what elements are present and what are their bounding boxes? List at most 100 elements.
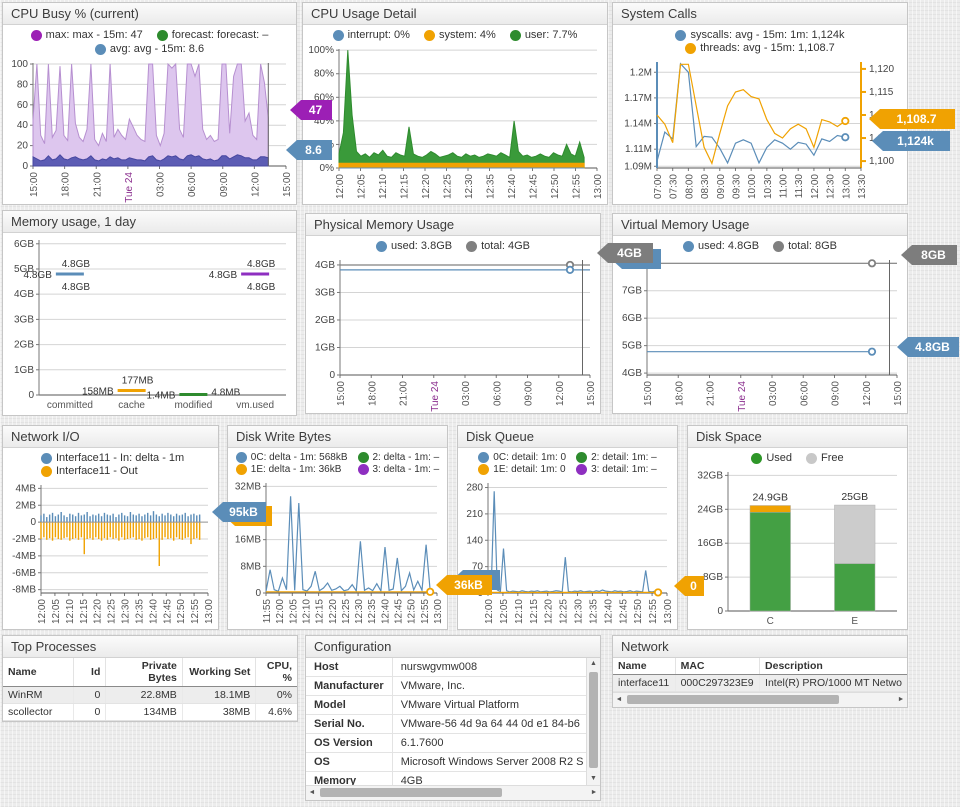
legend-dot-icon <box>576 464 588 475</box>
scroll-left-arrow-icon[interactable]: ◄ <box>308 789 316 796</box>
svg-text:4.8GB: 4.8GB <box>62 282 91 293</box>
horizontal-scroll-thumb[interactable] <box>320 788 503 797</box>
svg-text:12:35: 12:35 <box>134 599 145 624</box>
svg-text:06:00: 06:00 <box>492 381 503 406</box>
svg-text:24GB: 24GB <box>697 504 723 515</box>
svg-text:2GB: 2GB <box>14 340 34 351</box>
svg-text:12:55: 12:55 <box>190 599 201 624</box>
legend: 0C: detail: 1m: 0 2: detail: 1m: – 1E: det… <box>458 448 677 476</box>
svg-text:vm.used: vm.used <box>236 400 274 411</box>
panel-title: Physical Memory Usage <box>306 214 600 236</box>
svg-text:15:00: 15:00 <box>29 172 40 197</box>
horizontal-scroll-thumb[interactable] <box>627 695 839 704</box>
legend-dot-icon <box>773 240 785 252</box>
svg-text:6GB: 6GB <box>622 313 642 324</box>
legend-item: syscalls: avg - 15m: 1m: 1,124k <box>675 29 845 41</box>
svg-text:2MB: 2MB <box>15 500 36 511</box>
svg-text:4.8GB: 4.8GB <box>209 270 238 281</box>
kv-value: 6.1.7600 <box>392 733 586 753</box>
config-vertical-scrollbar[interactable]: ▲ ▼ <box>586 658 600 785</box>
legend-label: threads: avg - 15m: 1,108.7 <box>700 42 835 54</box>
svg-text:11:55: 11:55 <box>262 599 273 624</box>
svg-text:80%: 80% <box>314 69 334 80</box>
svg-text:12:15: 12:15 <box>79 599 90 624</box>
scroll-right-arrow-icon[interactable]: ► <box>897 696 905 703</box>
svg-text:C: C <box>767 616 774 627</box>
table-cell: interface11 <box>613 674 676 692</box>
legend-item: interrupt: 0% <box>332 29 410 41</box>
svg-text:18:00: 18:00 <box>61 172 72 197</box>
svg-text:21:00: 21:00 <box>92 172 103 197</box>
panel-title: Network <box>613 636 907 658</box>
legend-dot-icon <box>466 240 478 252</box>
svg-text:12:10: 12:10 <box>378 174 389 199</box>
svg-text:0: 0 <box>28 390 34 401</box>
table-cell: scollector <box>3 703 75 721</box>
legend-item: 3: detail: 1m: – <box>576 464 657 475</box>
virtual-memory-chart: 4GB 5GB 6GB 7GB 8GB 15:00 18:00 21:00 Tue 24 03:0… <box>613 253 907 413</box>
svg-text:12:30: 12:30 <box>354 599 365 624</box>
svg-text:4.8GB: 4.8GB <box>247 282 276 293</box>
svg-text:40: 40 <box>17 120 29 131</box>
scroll-up-arrow-icon[interactable]: ▲ <box>590 660 597 667</box>
legend-dot-icon <box>576 452 588 463</box>
column-header: Name <box>3 658 75 687</box>
legend-item: user: 7.7% <box>509 29 577 41</box>
legend: Interface11 - In: delta - 1m Interface11 … <box>3 448 218 478</box>
svg-text:07:30: 07:30 <box>669 174 680 199</box>
svg-text:1.17M: 1.17M <box>624 93 652 104</box>
svg-text:8GB: 8GB <box>703 572 723 583</box>
legend-item: 3: delta - 1m: – <box>357 464 439 475</box>
table-cell: 0% <box>255 686 297 704</box>
svg-text:12:25: 12:25 <box>559 599 570 624</box>
legend-label: used: 3.8GB <box>390 240 453 252</box>
scroll-left-arrow-icon[interactable]: ◄ <box>615 696 623 703</box>
svg-text:13:00: 13:00 <box>841 174 852 199</box>
svg-text:8GB: 8GB <box>622 258 642 269</box>
scroll-right-arrow-icon[interactable]: ► <box>590 789 598 796</box>
svg-text:12:05: 12:05 <box>499 599 510 624</box>
panel-disk-queue: Disk Queue 0C: detail: 1m: 0 2: detail: 1… <box>457 425 678 630</box>
kv-row: OS Version 6.1.7600 <box>306 733 586 753</box>
legend-item: max: max - 15m: 47 <box>30 29 143 41</box>
legend-dot-icon <box>41 452 52 464</box>
svg-text:1.14M: 1.14M <box>624 119 652 130</box>
svg-text:12:35: 12:35 <box>367 599 378 624</box>
column-header: CPU, % <box>255 658 297 687</box>
panel-network: Network Name MAC Description interface11 000… <box>612 635 908 708</box>
kv-value: Microsoft Windows Server 2008 R2 S <box>392 752 586 772</box>
legend-item: total: 8GB <box>773 240 837 252</box>
table-cell: 000C297323E9 <box>675 674 761 692</box>
legend-dot-icon <box>806 452 818 464</box>
svg-text:280: 280 <box>466 483 483 494</box>
svg-text:15:00: 15:00 <box>586 381 597 406</box>
svg-text:0: 0 <box>30 517 36 528</box>
svg-text:12:20: 12:20 <box>544 599 555 624</box>
legend-label: total: 4GB <box>481 240 531 252</box>
svg-text:Tue 24: Tue 24 <box>737 381 748 412</box>
panel-network-io: Network I/O Interface11 - In: delta - 1m… <box>2 425 219 630</box>
panel-top-processes: Top Processes Name Id Private Bytes Working… <box>2 635 298 722</box>
scroll-down-arrow-icon[interactable]: ▼ <box>590 775 597 782</box>
svg-text:1,105: 1,105 <box>869 133 894 144</box>
svg-text:13:30: 13:30 <box>857 174 868 199</box>
panel-title: Virtual Memory Usage <box>613 214 907 236</box>
svg-text:09:00: 09:00 <box>716 174 727 199</box>
config-horizontal-scrollbar[interactable]: ◄ ► <box>306 785 600 800</box>
network-horizontal-scrollbar[interactable]: ◄ ► <box>613 692 907 707</box>
vertical-scroll-thumb[interactable] <box>589 672 598 768</box>
kv-value: nurswgvmw008 <box>392 658 586 677</box>
panel-virtual-memory: Virtual Memory Usage used: 4.8GB total: 8… <box>612 213 908 414</box>
svg-text:-2MB: -2MB <box>12 534 36 545</box>
legend-item: 0C: detail: 1m: 0 <box>478 452 566 463</box>
legend-item: Free <box>806 452 844 464</box>
kv-row: Memory 4GB <box>306 771 586 785</box>
svg-text:40%: 40% <box>314 116 334 127</box>
table-cell: 4.6% <box>255 703 297 721</box>
legend-dot-icon <box>478 464 490 475</box>
table-cell: 0 <box>73 703 107 721</box>
svg-text:1,100: 1,100 <box>869 156 894 167</box>
svg-text:12:50: 12:50 <box>176 599 187 624</box>
column-header: Working Set <box>182 658 257 687</box>
svg-text:16GB: 16GB <box>697 538 723 549</box>
